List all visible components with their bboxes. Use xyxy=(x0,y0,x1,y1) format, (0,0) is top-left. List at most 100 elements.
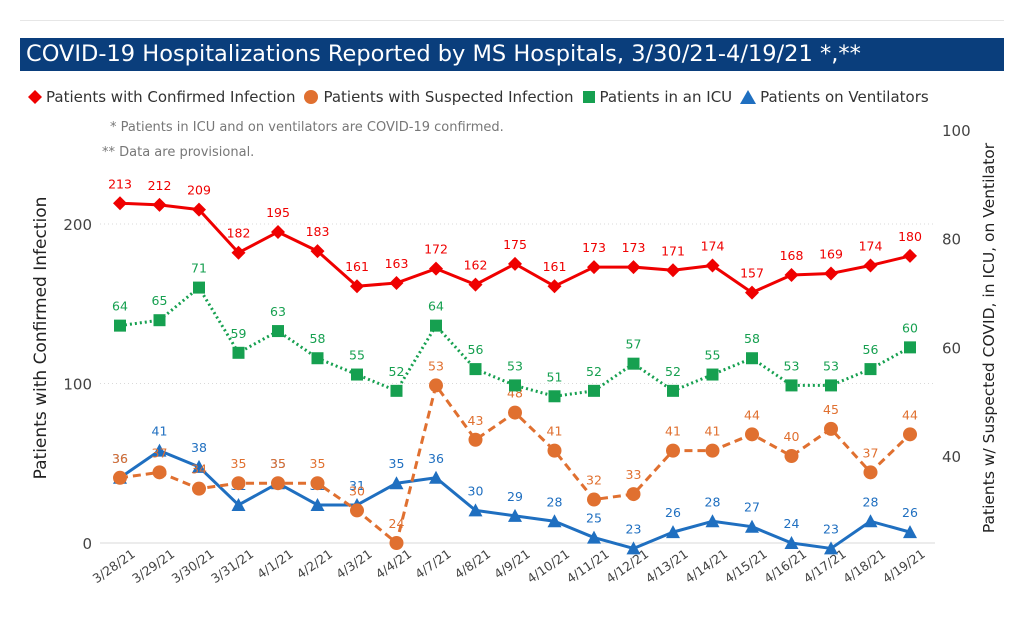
legend-label-confirmed: Patients with Confirmed Infection xyxy=(46,88,296,106)
data-label: 183 xyxy=(306,224,330,239)
triangle-marker-icon xyxy=(740,90,757,104)
data-label: 161 xyxy=(543,259,567,274)
data-point xyxy=(351,368,363,381)
data-label: 28 xyxy=(547,494,563,509)
data-point xyxy=(152,465,167,480)
data-point xyxy=(784,268,799,283)
data-point xyxy=(666,443,680,458)
data-point xyxy=(232,346,245,359)
x-tick-label: 4/1/21 xyxy=(254,546,296,581)
data-point xyxy=(903,248,917,263)
data-point xyxy=(626,541,641,555)
data-label: 58 xyxy=(310,331,326,346)
x-tick-label: 4/4/21 xyxy=(373,546,415,581)
data-point xyxy=(430,319,442,332)
data-label: 168 xyxy=(780,248,804,263)
data-label: 56 xyxy=(863,342,879,357)
data-label: 180 xyxy=(898,229,922,244)
data-point xyxy=(626,487,641,502)
data-point xyxy=(705,514,720,528)
data-point xyxy=(667,384,679,397)
data-label: 71 xyxy=(191,261,207,276)
data-point xyxy=(864,363,877,376)
data-point xyxy=(903,427,917,442)
x-tick-label: 3/31/21 xyxy=(208,546,256,586)
data-point xyxy=(745,285,759,300)
data-point xyxy=(271,476,285,491)
legend-item-confirmed[interactable]: Patients with Confirmed Infection xyxy=(28,88,295,106)
data-point xyxy=(745,427,759,442)
x-tick-label: 3/29/21 xyxy=(129,546,177,586)
data-point xyxy=(824,541,838,555)
legend-label-icu: Patients in an ICU xyxy=(599,88,733,106)
data-label: 26 xyxy=(665,505,681,520)
data-label: 59 xyxy=(231,326,247,341)
data-label: 31 xyxy=(349,478,365,493)
data-point xyxy=(389,476,404,490)
data-point xyxy=(193,281,205,294)
data-point xyxy=(192,481,206,496)
data-label: 64 xyxy=(428,299,444,314)
data-label: 55 xyxy=(705,348,721,363)
data-point xyxy=(310,497,325,511)
data-label: 163 xyxy=(385,256,409,271)
data-point xyxy=(547,279,562,294)
x-tick-label: 4/2/21 xyxy=(294,546,336,581)
legend-item-suspected[interactable]: Patients with Suspected Infection xyxy=(303,88,574,106)
data-label: 53 xyxy=(428,358,444,373)
data-point xyxy=(547,443,562,458)
data-label: 58 xyxy=(744,331,760,346)
data-label: 27 xyxy=(744,500,760,515)
top-divider xyxy=(20,20,1004,21)
data-label: 29 xyxy=(507,489,523,504)
data-point xyxy=(508,256,522,271)
y2-tick-label: 40 xyxy=(942,448,961,466)
data-label: 174 xyxy=(859,238,883,253)
data-point xyxy=(547,514,562,528)
data-label: 24 xyxy=(784,516,800,531)
data-label: 41 xyxy=(705,424,721,439)
data-label: 35 xyxy=(310,456,326,471)
data-label: 57 xyxy=(626,337,642,352)
data-point xyxy=(152,443,167,457)
data-point xyxy=(746,352,758,365)
x-tick-label: 4/10/21 xyxy=(524,546,572,586)
data-label: 36 xyxy=(112,451,128,466)
data-point xyxy=(271,224,285,239)
data-point xyxy=(152,197,167,212)
x-tick-label: 4/13/21 xyxy=(643,546,691,586)
data-label: 65 xyxy=(152,293,168,308)
x-tick-label: 4/7/21 xyxy=(412,546,454,581)
legend-item-vent[interactable]: Patients on Ventilators xyxy=(740,88,929,106)
data-label: 43 xyxy=(468,413,484,428)
data-label: 30 xyxy=(349,483,365,498)
data-point xyxy=(390,384,403,397)
data-point xyxy=(903,525,917,539)
legend-item-icu[interactable]: Patients in an ICU xyxy=(582,88,733,106)
data-label: 35 xyxy=(270,456,286,471)
y2-axis-title: Patients w/ Suspected COVID, in ICU, on … xyxy=(980,142,998,533)
x-tick-label: 3/28/21 xyxy=(90,546,138,586)
data-point xyxy=(469,363,482,376)
x-tick-label: 3/30/21 xyxy=(169,546,217,586)
data-label: 52 xyxy=(586,364,602,379)
data-label: 51 xyxy=(547,369,563,384)
y2-tick-label: 80 xyxy=(942,231,961,249)
data-point xyxy=(231,476,246,491)
data-label: 34 xyxy=(191,462,207,477)
data-point xyxy=(824,421,838,436)
data-label: 35 xyxy=(389,456,405,471)
data-point xyxy=(588,384,600,397)
data-point xyxy=(113,196,127,211)
data-label: 23 xyxy=(823,521,839,536)
data-point xyxy=(192,459,206,473)
x-tick-label: 4/15/21 xyxy=(722,546,770,586)
data-label: 162 xyxy=(464,258,488,273)
data-label: 173 xyxy=(582,240,606,255)
data-label: 35 xyxy=(270,456,286,471)
data-label: 53 xyxy=(507,358,523,373)
data-point xyxy=(508,508,522,522)
data-label: 41 xyxy=(665,424,681,439)
data-label: 64 xyxy=(112,299,128,314)
data-point xyxy=(508,405,522,420)
